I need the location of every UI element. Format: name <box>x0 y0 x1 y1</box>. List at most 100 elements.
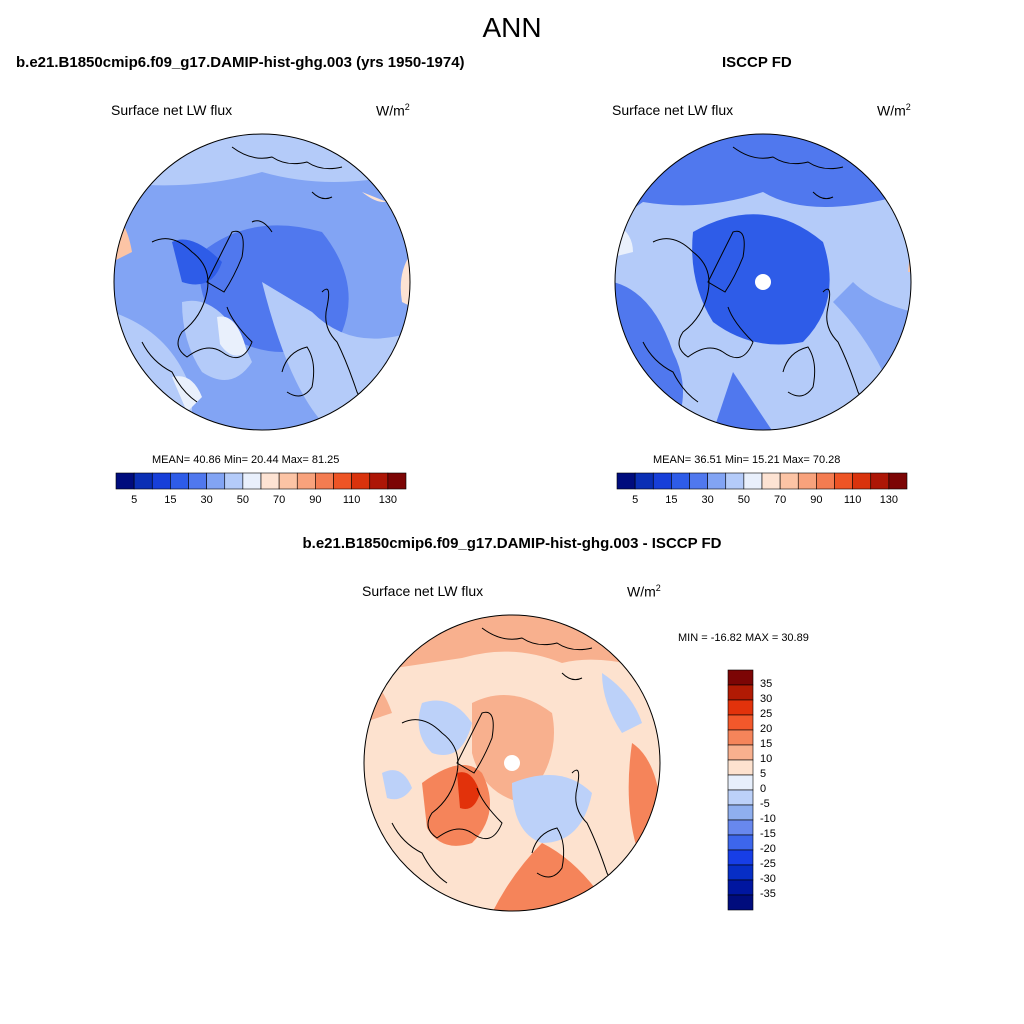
colorbar-swatch <box>616 472 636 490</box>
colorbar-obs <box>616 472 908 490</box>
colorbar-swatch <box>727 684 754 701</box>
field-region <box>512 775 592 843</box>
colorbar-swatch <box>816 472 835 490</box>
stats-model: MEAN= 40.86 Min= 20.44 Max= 81.25 <box>152 454 340 466</box>
colorbar-swatch <box>170 472 189 490</box>
colorbar-tick-label: 25 <box>760 708 773 720</box>
colorbar-tick-label: 5 <box>632 494 639 506</box>
colorbar-swatch <box>761 472 781 490</box>
colorbar-swatch <box>779 472 799 490</box>
colorbar-swatch <box>727 759 754 776</box>
colorbar-tick-label: -20 <box>760 843 776 855</box>
units-exponent-obs: 2 <box>905 102 911 112</box>
colorbar-swatch <box>188 472 207 490</box>
colorbar-swatch <box>727 699 754 716</box>
colorbar-swatch <box>652 472 672 490</box>
panel-title-obs: ISCCP FD <box>722 54 792 71</box>
colorbar-swatch <box>727 789 754 806</box>
map-frame <box>113 133 411 431</box>
variable-label-diff: Surface net LW flux <box>362 583 484 599</box>
variable-label-model: Surface net LW flux <box>111 102 233 118</box>
colorbar-tick-label: 70 <box>774 494 787 506</box>
colorbar-swatch <box>727 879 754 896</box>
colorbar-swatch <box>296 472 316 490</box>
colorbar-tick-label: 130 <box>378 494 398 506</box>
colorbar-tick-label: -5 <box>760 798 770 810</box>
pole-hole <box>755 274 771 290</box>
colorbar-tick-label: 90 <box>810 494 823 506</box>
colorbar-tick-label: 0 <box>760 783 767 795</box>
colorbar-tick-label: 70 <box>273 494 286 506</box>
colorbar-swatch <box>333 472 352 490</box>
colorbar-tick-label: 50 <box>737 494 750 506</box>
colorbar-ticks-model: 5 15 30 50 70 90 110 130 <box>116 494 406 508</box>
colorbar-tick-label: 110 <box>843 494 862 506</box>
colorbar-swatch <box>242 472 262 490</box>
colorbar-ticks-diff: 35 30 25 20 15 10 5 0 -5 -10 -15 -20 -25 -30 -35 <box>760 670 800 910</box>
field-region <box>713 372 773 430</box>
colorbar-swatch <box>727 804 754 821</box>
colorbar-tick-label: 15 <box>665 494 678 506</box>
units-label-model: W/m2 <box>376 102 410 119</box>
stats-obs: MEAN= 36.51 Min= 15.21 Max= 70.28 <box>653 454 841 466</box>
colorbar-swatch <box>727 819 754 836</box>
colorbar-swatch <box>727 774 754 791</box>
colorbar-tick-label: 50 <box>236 494 249 506</box>
colorbar-swatch <box>133 472 153 490</box>
units-label-obs: W/m2 <box>877 102 911 119</box>
panel-title-model: b.e21.B1850cmip6.f09_g17.DAMIP-hist-ghg.… <box>16 54 465 71</box>
colorbar-tick-label: 5 <box>760 768 767 780</box>
colorbar-tick-label: 20 <box>760 723 773 735</box>
colorbar-swatch <box>351 472 371 490</box>
polar-map-obs <box>614 133 912 431</box>
colorbar-swatch <box>727 744 754 761</box>
colorbar-swatch <box>727 834 754 851</box>
units-text-model: W/m <box>376 102 405 119</box>
colorbar-swatch <box>387 472 407 490</box>
colorbar-swatch <box>743 472 763 490</box>
colorbar-swatch <box>634 472 654 490</box>
colorbar-tick-label: 110 <box>342 494 361 506</box>
field-region <box>182 300 252 380</box>
colorbar-swatch <box>369 472 389 490</box>
units-label-diff: W/m2 <box>627 583 661 600</box>
colorbar-swatch <box>206 472 226 490</box>
units-text-diff: W/m <box>627 583 656 600</box>
colorbar-swatch <box>224 472 244 490</box>
field-region <box>602 673 642 733</box>
colorbar-swatch <box>888 472 908 490</box>
colorbar-tick-label: 15 <box>760 738 773 750</box>
field-region <box>418 700 472 755</box>
colorbar-swatch <box>727 729 754 746</box>
coastlines <box>642 146 884 423</box>
colorbar-swatch <box>315 472 334 490</box>
coastlines <box>141 146 383 423</box>
colorbar-tick-label: 5 <box>131 494 138 506</box>
colorbar-swatch <box>870 472 890 490</box>
colorbar-tick-label: -10 <box>760 813 776 825</box>
colorbar-tick-label: 30 <box>760 693 773 705</box>
units-exponent-diff: 2 <box>655 583 661 593</box>
field-region <box>382 770 412 800</box>
units-exponent-model: 2 <box>404 102 410 112</box>
colorbar-swatch <box>727 864 754 881</box>
units-text-obs: W/m <box>877 102 906 119</box>
colorbar-ticks-obs: 5 15 30 50 70 90 110 130 <box>617 494 907 508</box>
field-region <box>472 695 554 803</box>
colorbar-swatch <box>727 669 754 686</box>
colorbar-swatch <box>727 894 754 911</box>
colorbar-tick-label: 30 <box>200 494 213 506</box>
colorbar-tick-label: 130 <box>879 494 899 506</box>
colorbar-swatch <box>852 472 872 490</box>
colorbar-tick-label: -15 <box>760 828 776 840</box>
colorbar-swatch <box>725 472 745 490</box>
colorbar-swatch <box>151 472 171 490</box>
colorbar-swatch <box>278 472 298 490</box>
colorbar-swatch <box>689 472 708 490</box>
colorbar-swatch <box>834 472 853 490</box>
field-region <box>217 316 247 356</box>
panel-title-diff: b.e21.B1850cmip6.f09_g17.DAMIP-hist-ghg.… <box>302 535 722 552</box>
colorbar-swatch <box>260 472 280 490</box>
colorbar-tick-label: 90 <box>309 494 322 506</box>
colorbar-tick-label: -30 <box>760 873 776 885</box>
